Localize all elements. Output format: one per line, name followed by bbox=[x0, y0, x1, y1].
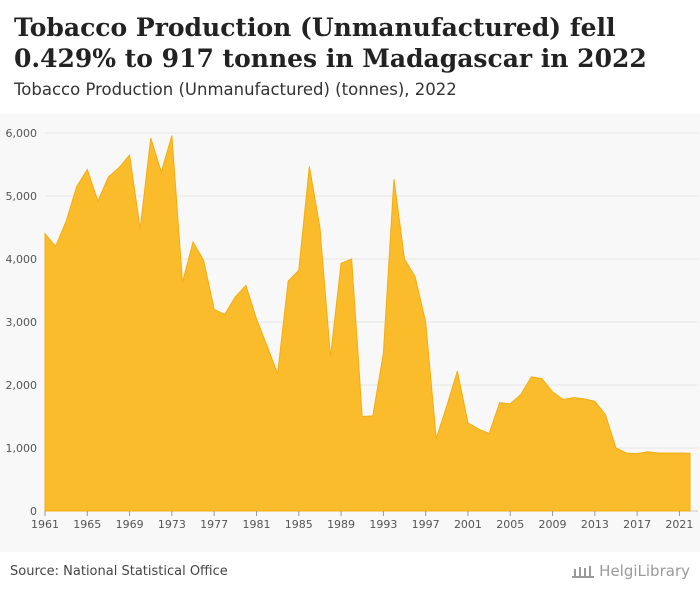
data-point bbox=[149, 137, 152, 140]
data-point bbox=[65, 220, 68, 223]
data-point bbox=[382, 352, 385, 355]
data-point bbox=[636, 452, 639, 455]
data-point bbox=[128, 154, 131, 157]
x-tick-label: 1989 bbox=[327, 518, 355, 531]
chart-subtitle: Tobacco Production (Unmanufactured) (ton… bbox=[14, 80, 457, 99]
data-point bbox=[604, 413, 607, 416]
data-point bbox=[107, 176, 110, 179]
data-point bbox=[593, 400, 596, 403]
data-point bbox=[530, 375, 533, 378]
data-point bbox=[562, 398, 565, 401]
data-point bbox=[551, 390, 554, 393]
data-point bbox=[234, 295, 237, 298]
data-point bbox=[583, 397, 586, 400]
data-point bbox=[414, 275, 417, 278]
data-point bbox=[86, 168, 89, 171]
data-point bbox=[361, 415, 364, 418]
helgi-library-logo[interactable]: HelgiLibrary bbox=[571, 562, 690, 580]
data-point bbox=[96, 200, 99, 203]
data-point bbox=[445, 404, 448, 407]
y-tick-label: 3,000 bbox=[6, 316, 38, 329]
data-point bbox=[329, 355, 332, 358]
y-tick-label: 5,000 bbox=[6, 190, 38, 203]
x-tick-label: 1981 bbox=[242, 518, 270, 531]
data-point bbox=[519, 393, 522, 396]
y-tick-label: 1,000 bbox=[6, 442, 38, 455]
data-point bbox=[170, 134, 173, 137]
data-point bbox=[657, 452, 660, 455]
data-point bbox=[287, 280, 290, 283]
data-point bbox=[403, 258, 406, 261]
data-point bbox=[614, 447, 617, 450]
data-point bbox=[255, 317, 258, 320]
x-tick-label: 1997 bbox=[412, 518, 440, 531]
x-tick-label: 1977 bbox=[200, 518, 228, 531]
data-point bbox=[139, 227, 142, 230]
x-tick-label: 2017 bbox=[623, 518, 651, 531]
x-tick-label: 1961 bbox=[31, 518, 59, 531]
data-point bbox=[350, 258, 353, 261]
data-point bbox=[160, 171, 163, 174]
chart-panel: 0 1,000 2,000 3,000 4,000 5,000 6,000 1961 1965 1… bbox=[0, 114, 700, 552]
data-point bbox=[213, 308, 216, 311]
data-point bbox=[308, 165, 311, 168]
data-point bbox=[646, 450, 649, 453]
data-point bbox=[181, 281, 184, 284]
data-point bbox=[424, 321, 427, 324]
data-point bbox=[223, 313, 226, 316]
source-note: Source: National Statistical Office bbox=[10, 564, 228, 579]
data-point bbox=[392, 177, 395, 180]
y-tick-label: 0 bbox=[30, 505, 37, 518]
data-point bbox=[625, 452, 628, 455]
y-tick-label: 2,000 bbox=[6, 379, 38, 392]
x-tick-label: 2009 bbox=[539, 518, 567, 531]
data-point bbox=[202, 259, 205, 262]
data-point bbox=[509, 402, 512, 405]
data-point bbox=[318, 226, 321, 229]
data-point bbox=[75, 185, 78, 188]
data-point bbox=[297, 269, 300, 272]
data-point bbox=[498, 401, 501, 404]
chart-title: Tobacco Production (Unmanufactured) fell… bbox=[14, 13, 647, 73]
data-point bbox=[44, 232, 47, 235]
area-series bbox=[44, 135, 691, 512]
data-point bbox=[435, 437, 438, 440]
data-point bbox=[266, 344, 269, 347]
data-point bbox=[667, 452, 670, 455]
data-point bbox=[456, 370, 459, 373]
area-chart: 0 1,000 2,000 3,000 4,000 5,000 6,000 1961 1965 1… bbox=[6, 127, 698, 531]
data-point bbox=[244, 284, 247, 287]
data-point bbox=[488, 432, 491, 435]
data-point bbox=[466, 421, 469, 424]
x-tick-label: 2001 bbox=[454, 518, 482, 531]
data-point bbox=[689, 452, 692, 455]
x-tick-label: 2013 bbox=[581, 518, 609, 531]
data-point bbox=[477, 428, 480, 431]
x-tick-label: 1985 bbox=[285, 518, 313, 531]
data-point bbox=[192, 240, 195, 243]
data-point bbox=[276, 372, 279, 375]
y-tick-label: 6,000 bbox=[6, 127, 38, 140]
x-tick-label: 1969 bbox=[116, 518, 144, 531]
x-tick-label: 2005 bbox=[496, 518, 524, 531]
x-tick-label: 1993 bbox=[369, 518, 397, 531]
data-point bbox=[540, 377, 543, 380]
data-point bbox=[340, 262, 343, 265]
library-building-icon bbox=[572, 566, 595, 578]
y-tick-label: 4,000 bbox=[6, 253, 38, 266]
x-tick-label: 1973 bbox=[158, 518, 186, 531]
data-point bbox=[118, 166, 121, 169]
data-point bbox=[678, 451, 681, 454]
logo-text: HelgiLibrary bbox=[599, 562, 690, 580]
data-point bbox=[54, 245, 57, 248]
x-tick-label: 2021 bbox=[665, 518, 693, 531]
data-point bbox=[371, 414, 374, 417]
x-tick-label: 1965 bbox=[73, 518, 101, 531]
data-point bbox=[572, 396, 575, 399]
